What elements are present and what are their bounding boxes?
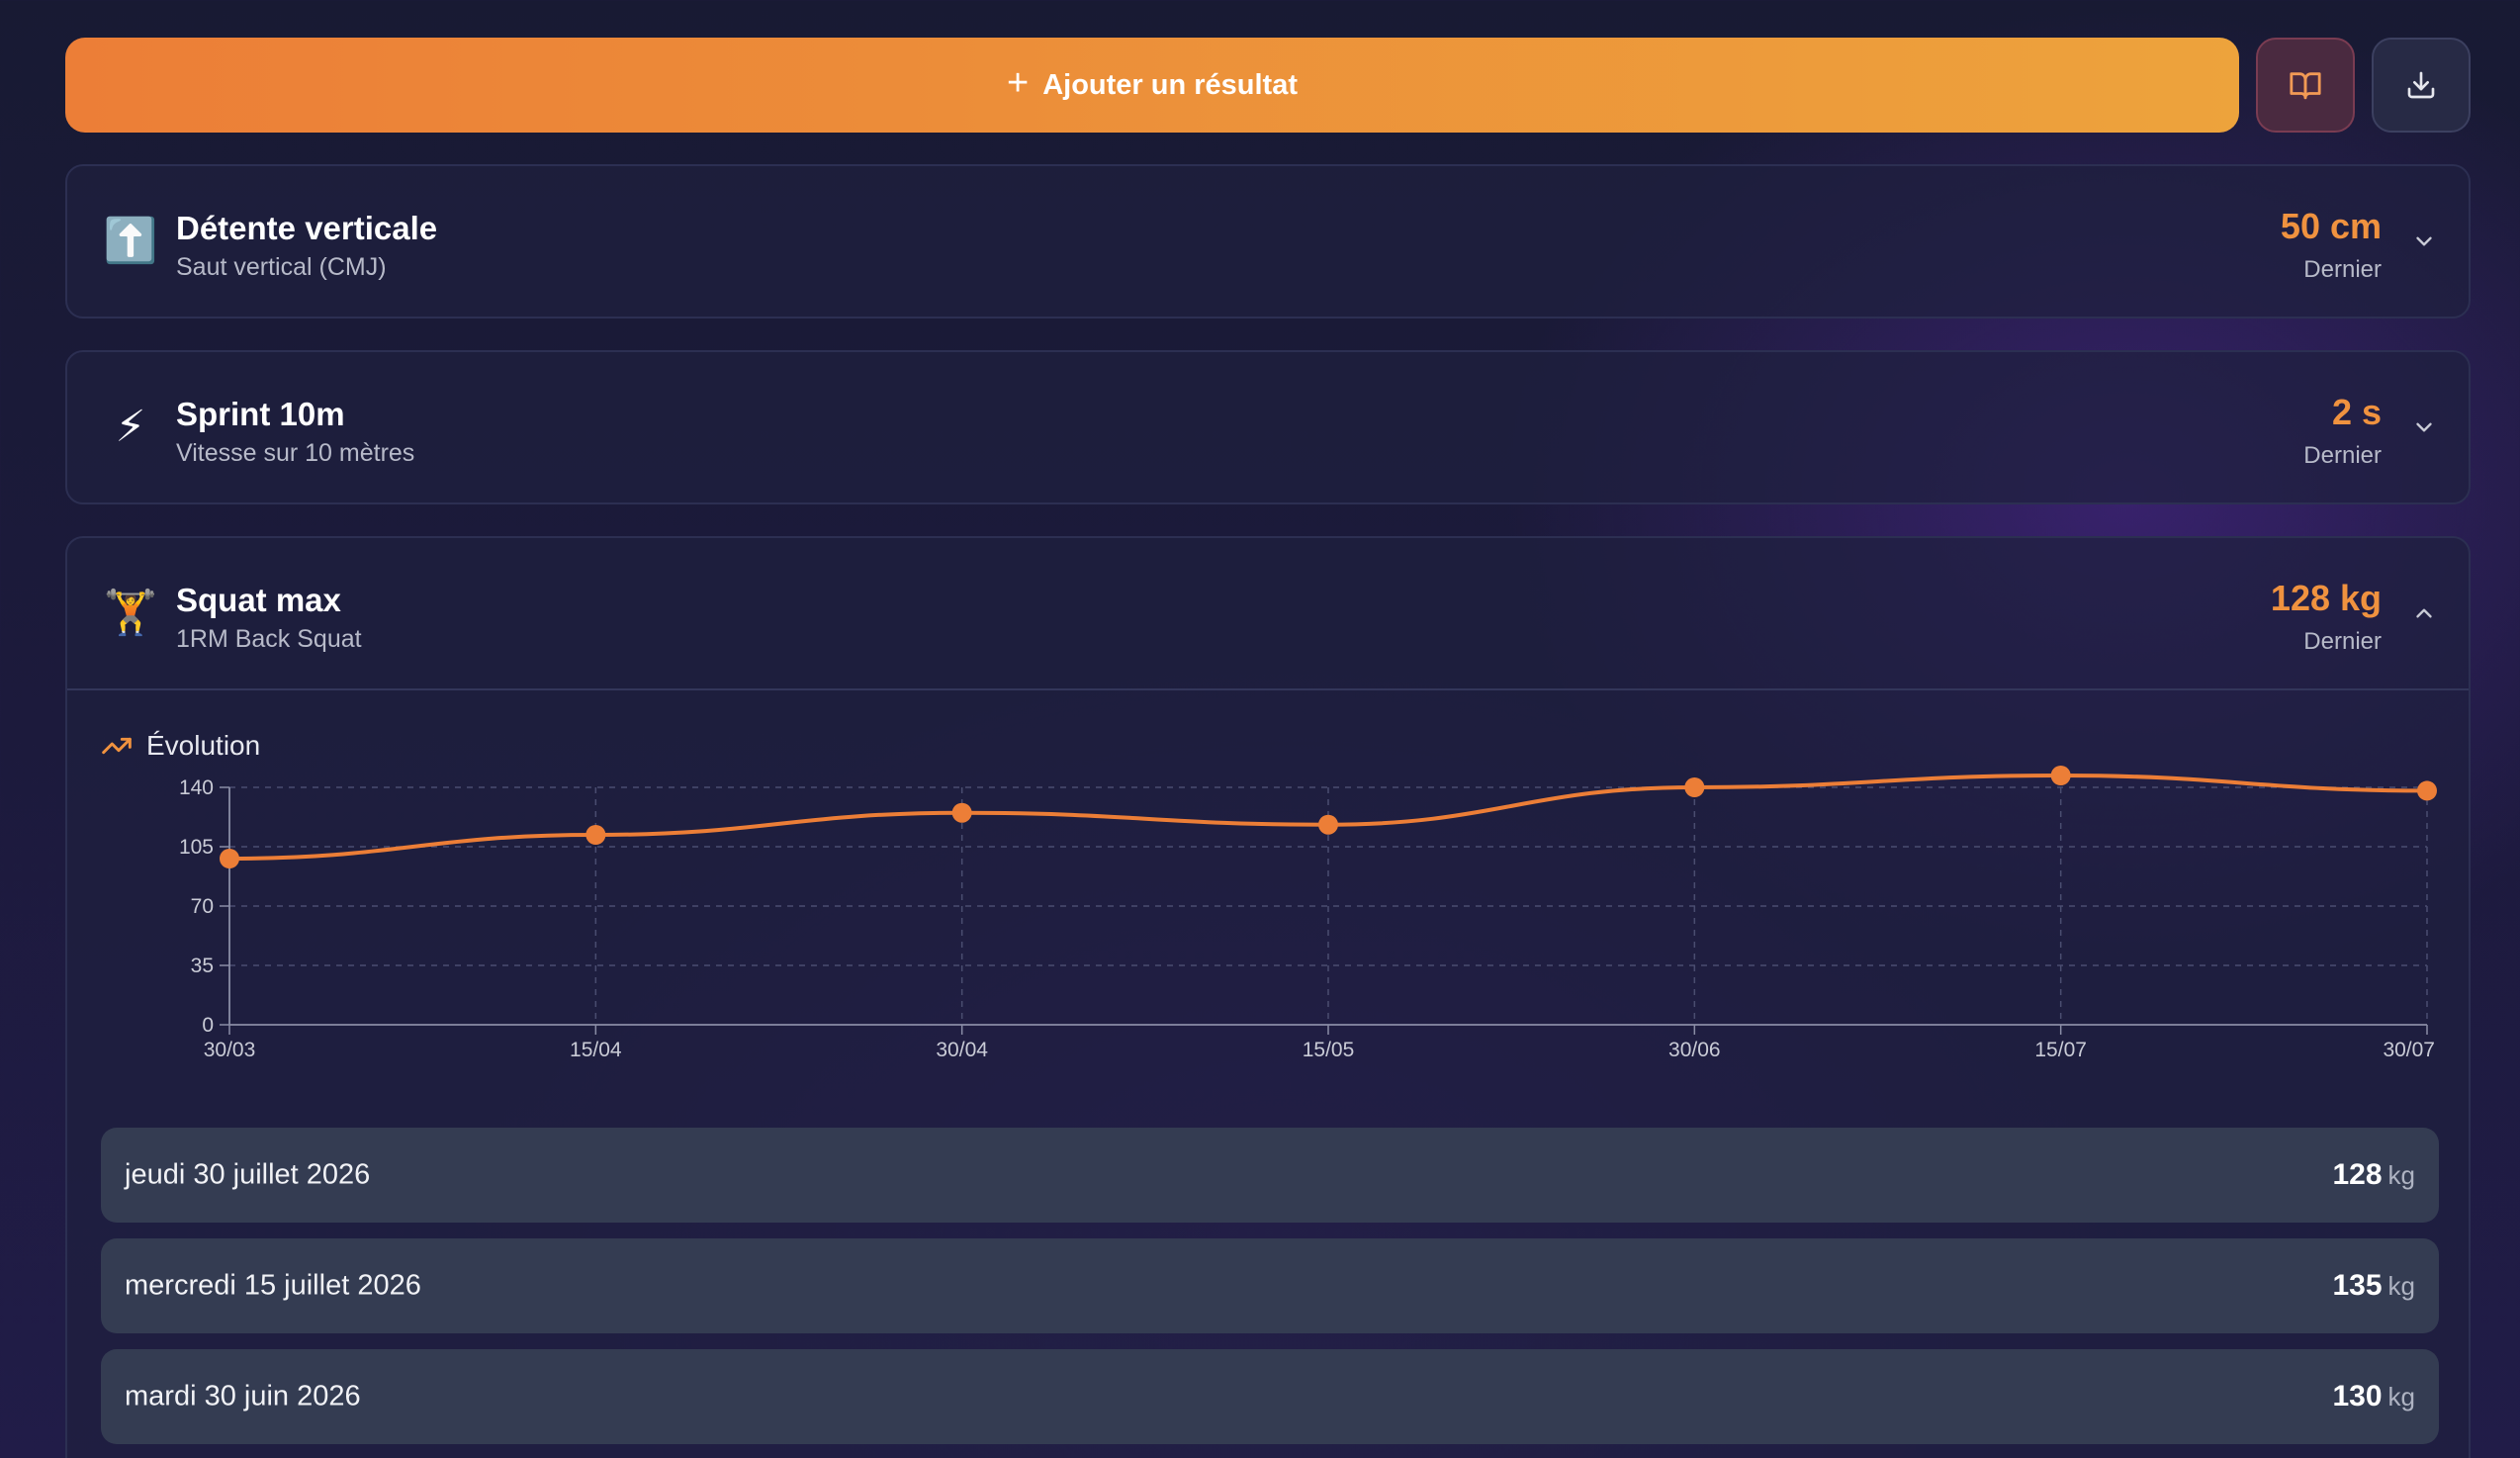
entry-date: jeudi 30 juillet 2026 (125, 1158, 371, 1191)
evolution-chart: 140 105 70 35 030/03 15/04 30/04 15/05 30/06 15/0… (179, 766, 2437, 1061)
entry-date: mardi 30 juin 2026 (125, 1380, 361, 1412)
latest-label: Dernier (2303, 442, 2382, 469)
add-result-label: Ajouter un résultat (1042, 68, 1298, 101)
latest-value: 128 kg (2270, 578, 2382, 618)
test-card-sprint: ⚡ Sprint 10m Vitesse sur 10 mètres 2 s D… (65, 350, 2471, 504)
entry-value: 128 kg (2332, 1158, 2415, 1191)
arrow-up-icon: ⬆️ (103, 217, 158, 265)
weightlifter-icon: 🏋️ (103, 589, 158, 637)
latest-value: 50 cm (2280, 206, 2382, 246)
y-tick-label: 105 (179, 836, 214, 859)
data-point (1318, 814, 1338, 835)
chevron-up-icon[interactable] (2411, 600, 2437, 626)
test-title: Squat max (176, 582, 341, 618)
test-card-header[interactable]: ⬆️ Détente verticale Saut vertical (CMJ)… (67, 166, 2469, 317)
latest-value: 2 s (2331, 392, 2382, 432)
card-divider (67, 688, 2469, 690)
entry-value: 135 kg (2332, 1269, 2415, 1302)
x-tick-label: 30/03 (204, 1039, 256, 1061)
evolution-title: Évolution (146, 730, 261, 761)
plus-icon: + (1006, 62, 1030, 104)
test-subtitle: Vitesse sur 10 mètres (176, 439, 415, 467)
toolbar: + Ajouter un résultat (65, 38, 2471, 133)
lightning-icon: ⚡ (115, 403, 146, 451)
book-open-icon (2290, 72, 2321, 100)
chevron-down-icon[interactable] (2411, 228, 2437, 254)
export-button[interactable] (2372, 38, 2471, 133)
data-point (2050, 766, 2071, 785)
data-point (585, 825, 606, 845)
history-entry[interactable]: mercredi 15 juillet 2026 135 kg (101, 1238, 2439, 1333)
test-subtitle: 1RM Back Squat (176, 625, 362, 653)
data-point (951, 802, 972, 823)
entry-date: mercredi 15 juillet 2026 (125, 1269, 421, 1302)
x-tick-label: 30/04 (936, 1039, 988, 1061)
data-point (220, 849, 239, 868)
test-card-squat: 🏋️ Squat max 1RM Back Squat 128 kg Derni… (65, 536, 2471, 1458)
y-tick-label: 140 (179, 776, 214, 799)
data-point (2417, 780, 2437, 801)
y-tick-label: 0 (202, 1014, 214, 1037)
add-result-button[interactable]: + Ajouter un résultat (65, 38, 2239, 133)
x-tick-label: 30/06 (1668, 1039, 1721, 1061)
download-icon (2407, 71, 2435, 99)
evolution-header: Évolution (101, 730, 260, 762)
history-entry[interactable]: jeudi 30 juillet 2026 128 kg (101, 1128, 2439, 1223)
test-title: Sprint 10m (176, 396, 345, 432)
entry-value: 130 kg (2332, 1380, 2415, 1412)
x-tick-label: 30/07 (2383, 1039, 2435, 1061)
y-tick-label: 35 (191, 955, 214, 977)
test-subtitle: Saut vertical (CMJ) (176, 253, 387, 281)
data-point (1684, 777, 1705, 797)
x-tick-label: 15/07 (2034, 1039, 2087, 1061)
test-card-header[interactable]: ⚡ Sprint 10m Vitesse sur 10 mètres 2 s D… (67, 352, 2469, 502)
test-card-vertical-jump: ⬆️ Détente verticale Saut vertical (CMJ)… (65, 164, 2471, 319)
chevron-down-icon[interactable] (2411, 414, 2437, 440)
trending-up-icon (102, 737, 132, 755)
x-tick-label: 15/05 (1303, 1039, 1355, 1061)
guide-button[interactable] (2256, 38, 2355, 133)
test-card-header[interactable]: 🏋️ Squat max 1RM Back Squat 128 kg Derni… (67, 538, 2469, 688)
latest-label: Dernier (2303, 628, 2382, 655)
y-tick-label: 70 (191, 895, 214, 918)
latest-label: Dernier (2303, 256, 2382, 283)
history-entry[interactable]: mardi 30 juin 2026 130 kg (101, 1349, 2439, 1444)
x-tick-label: 15/04 (570, 1039, 622, 1061)
test-title: Détente verticale (176, 210, 438, 246)
